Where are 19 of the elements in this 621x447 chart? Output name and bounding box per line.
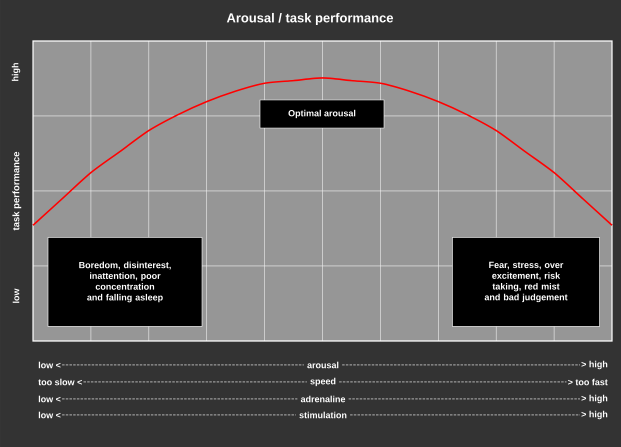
chart-title: Arousal / task performance xyxy=(226,12,394,26)
text: > high xyxy=(582,394,608,404)
text: high xyxy=(12,63,20,81)
text: low < xyxy=(38,362,61,368)
annotation: Boredom, disinterest, inattention, poor concentration and falling asleep xyxy=(79,262,171,302)
text: > high xyxy=(582,360,608,370)
text: too slow < xyxy=(38,378,82,386)
annotation: Optimal arousal xyxy=(288,110,356,118)
text: low xyxy=(12,288,20,303)
text: adrenaline xyxy=(300,396,346,402)
text: > too fast xyxy=(568,378,608,386)
text: low < xyxy=(38,396,61,402)
annotation: Fear, stress, over excitement, risk taking, red mist and bad judgement xyxy=(484,262,568,302)
y-axis-title: task performance xyxy=(12,152,22,230)
text: > high xyxy=(582,410,608,420)
text: stimulation xyxy=(299,412,346,418)
text: low < xyxy=(38,412,61,418)
text: speed xyxy=(310,378,336,386)
text: arousal xyxy=(307,362,338,368)
